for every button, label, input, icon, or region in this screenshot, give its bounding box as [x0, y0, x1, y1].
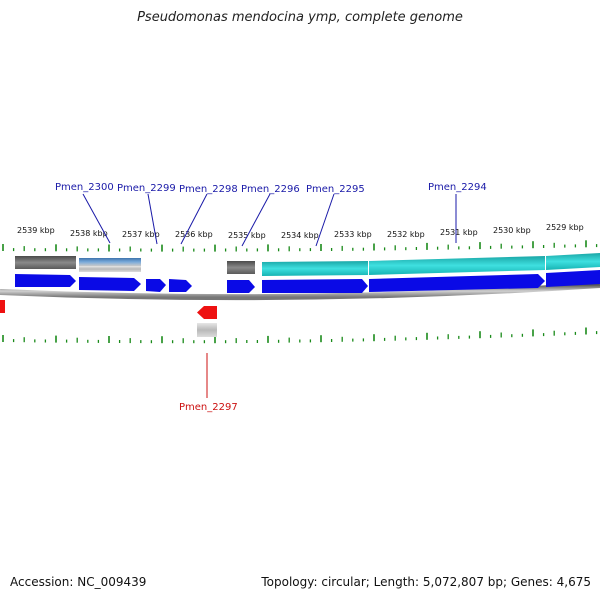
ruler-labels: 2539 kbp 2538 kbp 2537 kbp 2536 kbp 2535… — [17, 223, 584, 240]
ruler-label-2538: 2538 kbp — [70, 229, 108, 238]
forward-cds-track — [15, 270, 600, 293]
gene-label-pmen-2294[interactable]: Pmen_2294 — [428, 182, 487, 193]
ruler-label-2537: 2537 kbp — [122, 230, 160, 239]
genome-summary: Topology: circular; Length: 5,072,807 bp… — [261, 575, 591, 589]
callout-line-pmen-2295 — [315, 193, 335, 247]
ruler-label-2536: 2536 kbp — [175, 230, 213, 239]
callout-line-pmen-2298 — [180, 193, 208, 245]
feature-cyan-1[interactable] — [262, 261, 368, 276]
feature-steel[interactable] — [79, 258, 141, 266]
ruler-ticks-outer — [2, 240, 598, 252]
gene-label-pmen-2295[interactable]: Pmen_2295 — [306, 184, 365, 195]
feature-lightgray-1[interactable] — [79, 266, 141, 272]
cds-arrow-edge[interactable] — [546, 270, 600, 287]
feature-cyan-3[interactable] — [546, 253, 600, 270]
cds-arrow-pmen-2294[interactable] — [369, 274, 545, 292]
ruler-label-2539: 2539 kbp — [17, 226, 55, 235]
ruler-label-2529: 2529 kbp — [546, 223, 584, 232]
genome-backbone — [0, 282, 600, 301]
callout-line-pmen-2300 — [82, 193, 111, 244]
cds-arrow-pmen-2295[interactable] — [262, 279, 368, 293]
gene-label-pmen-2298[interactable]: Pmen_2298 — [179, 184, 238, 195]
ruler-label-2532: 2532 kbp — [387, 230, 425, 239]
callout-line-pmen-2296 — [241, 193, 271, 247]
feature-gray-1[interactable] — [15, 256, 76, 269]
cds-arrow-pmen-2300[interactable] — [15, 274, 76, 287]
feature-gray-2[interactable] — [227, 261, 255, 274]
accession-label: Accession: — [10, 575, 74, 589]
cds-arrow-left-edge[interactable] — [0, 300, 5, 313]
ruler-label-2534: 2534 kbp — [281, 231, 319, 240]
cds-arrow-pmen-2297[interactable] — [197, 306, 217, 319]
accession-value: NC_009439 — [77, 575, 147, 589]
callout-line-pmen-2299 — [147, 193, 158, 245]
gene-label-pmen-2296[interactable]: Pmen_2296 — [241, 184, 300, 195]
feature-lightgray-2[interactable] — [197, 323, 217, 337]
ruler-label-2530: 2530 kbp — [493, 226, 531, 235]
gene-callouts — [82, 193, 457, 398]
gene-label-pmen-2297[interactable]: Pmen_2297 — [179, 402, 238, 413]
gene-label-pmen-2300[interactable]: Pmen_2300 — [55, 182, 114, 193]
gene-label-pmen-2299[interactable]: Pmen_2299 — [117, 183, 176, 194]
ruler-label-2531: 2531 kbp — [440, 228, 478, 237]
cds-arrow-pmen-2299-region[interactable] — [79, 277, 141, 291]
cds-arrow-small-2[interactable] — [169, 279, 192, 292]
map-title: Pseudomonas mendocina ymp, complete geno… — [137, 10, 463, 25]
ruler-label-2533: 2533 kbp — [334, 230, 372, 239]
feature-cyan-2[interactable] — [369, 256, 545, 275]
ruler-ticks-inner — [2, 327, 598, 344]
gene-labels: Pmen_2300 Pmen_2299 Pmen_2298 Pmen_2296 … — [55, 182, 487, 413]
accession-info: Accession: NC_009439 — [10, 575, 146, 589]
reverse-cds-track — [0, 300, 217, 337]
ruler-label-2535: 2535 kbp — [228, 231, 266, 240]
feature-track — [15, 253, 600, 276]
cds-arrow-small-1[interactable] — [146, 279, 166, 292]
cds-arrow-pmen-2296[interactable] — [227, 280, 255, 293]
